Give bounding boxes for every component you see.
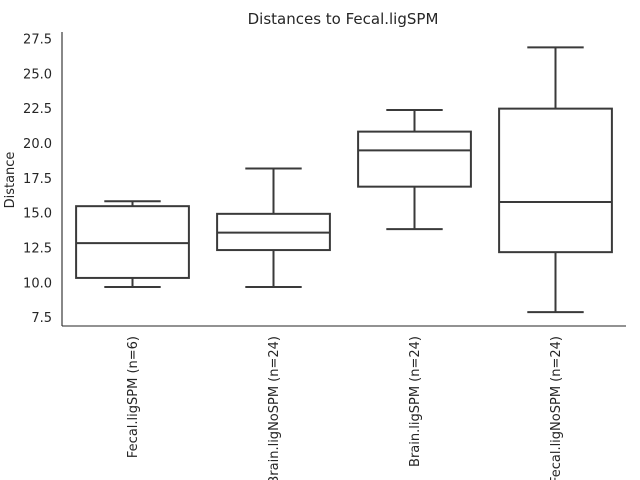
y-tick-label: 17.5 <box>23 172 52 187</box>
y-tick-label: 27.5 <box>23 32 52 47</box>
x-tick-label: Brain.ligNoSPM (n=24) <box>267 336 282 480</box>
box-iqr <box>357 130 472 188</box>
chart-title: Distances to Fecal.ligSPM <box>248 10 439 28</box>
y-tick-label: 7.5 <box>31 311 52 326</box>
y-tick-label: 10.0 <box>23 276 52 291</box>
box-iqr <box>75 205 190 279</box>
y-tick-label: 22.5 <box>23 102 52 117</box>
boxes <box>75 46 613 314</box>
box-iqr <box>498 107 613 254</box>
x-axis-ticks: Fecal.ligSPM (n=6) Brain.ligNoSPM (n=24) B… <box>126 336 564 480</box>
y-tick-label: 15.0 <box>23 207 52 222</box>
x-tick-label: Brain.ligSPM (n=24) <box>408 336 423 467</box>
y-axis-label: Distance <box>3 152 18 209</box>
y-tick-label: 12.5 <box>23 241 52 256</box>
x-tick-label: Fecal.ligNoSPM (n=24) <box>549 336 564 480</box>
y-tick-label: 20.0 <box>23 137 52 152</box>
x-tick-label: Fecal.ligSPM (n=6) <box>126 336 141 458</box>
y-tick-label: 25.0 <box>23 67 52 82</box>
y-axis-ticks: 7.5 10.0 12.5 15.0 17.5 20.0 22.5 25.0 27.5 <box>23 32 52 326</box>
